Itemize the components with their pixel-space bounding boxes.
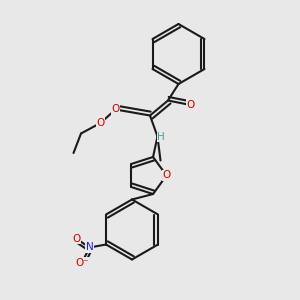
- Text: O: O: [72, 233, 80, 244]
- Text: H: H: [158, 131, 165, 142]
- Text: O: O: [162, 170, 171, 181]
- Text: O⁻: O⁻: [75, 257, 89, 268]
- Text: N: N: [85, 242, 93, 253]
- Text: O: O: [186, 100, 195, 110]
- Text: O: O: [96, 118, 105, 128]
- Text: O: O: [111, 104, 120, 115]
